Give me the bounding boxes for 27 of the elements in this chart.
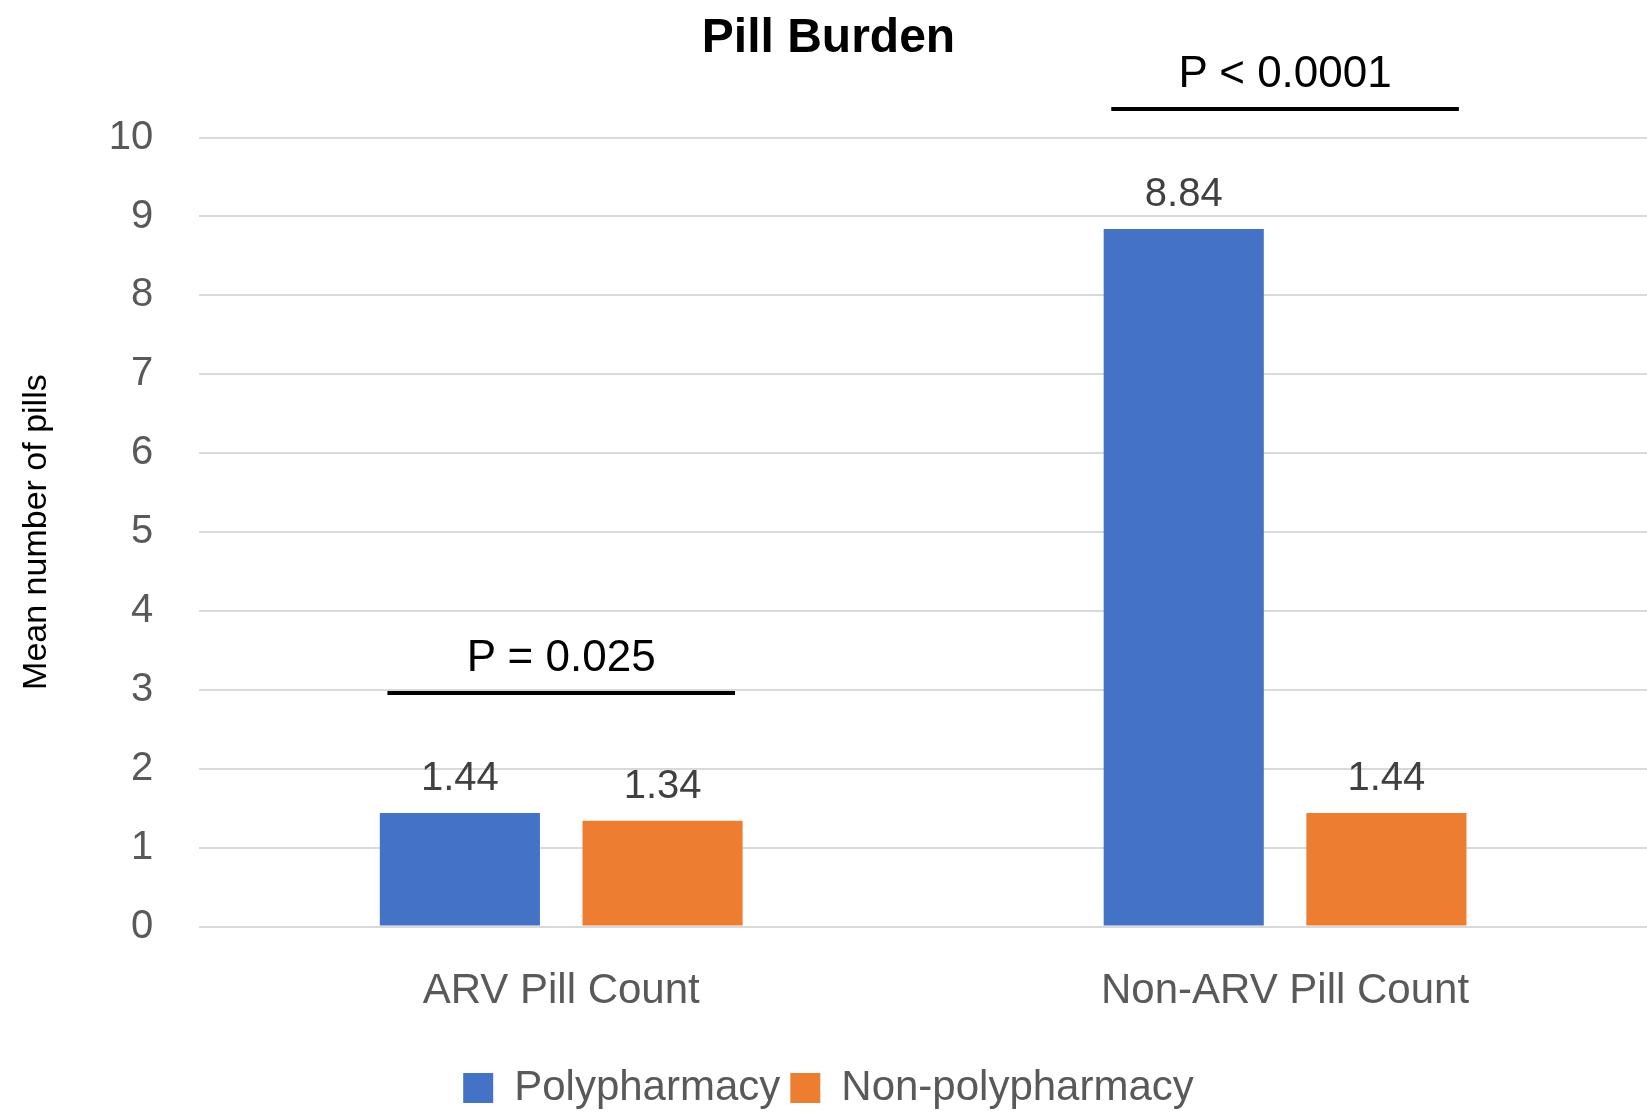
- y-tick-label: 4: [131, 586, 154, 631]
- data-label: 8.84: [1144, 170, 1223, 215]
- bar: [1103, 229, 1264, 926]
- data-label: 1.34: [623, 761, 702, 806]
- y-tick-label: 0: [131, 901, 154, 946]
- data-label: 1.44: [1347, 754, 1426, 799]
- bar: [582, 820, 743, 926]
- text: P < 0.0001: [1178, 47, 1392, 97]
- x-tick-label: Non-ARV Pill Count: [1101, 965, 1470, 1013]
- y-tick-label: 6: [131, 428, 154, 473]
- data-label: 1.44: [420, 754, 499, 799]
- y-axis-title: Mean number of pills: [14, 374, 53, 690]
- chart-title: Pill Burden: [701, 9, 956, 63]
- y-tick-label: 9: [131, 191, 154, 236]
- y-tick-label: 2: [131, 743, 154, 788]
- y-tick-label: 8: [131, 270, 154, 315]
- bar: [379, 812, 540, 926]
- legend-label: Non-polypharmacy: [841, 1061, 1194, 1109]
- y-tick-label: 5: [131, 507, 154, 552]
- bar: [1306, 812, 1467, 926]
- y-tick-label: 3: [131, 664, 154, 709]
- y-tick-label: 1: [131, 822, 154, 867]
- y-tick-label: 7: [131, 349, 154, 394]
- x-tick-label: ARV Pill Count: [422, 965, 701, 1013]
- legend-label: Polypharmacy: [514, 1061, 781, 1109]
- annotation: P = 0.025: [466, 631, 656, 681]
- y-tick-label: 10: [108, 112, 154, 157]
